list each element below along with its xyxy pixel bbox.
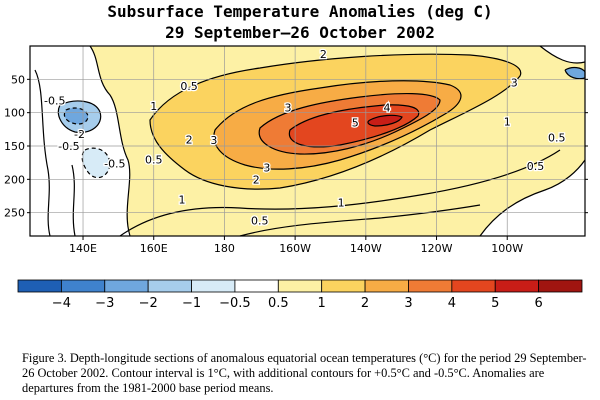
contour-line: [63, 107, 89, 125]
contour-line: [71, 164, 76, 237]
cold-region-mid: [82, 148, 110, 178]
anomaly-fill-layers: [30, 46, 585, 236]
contour-label: 0.5: [180, 80, 198, 93]
white-region-east-shallow: [540, 46, 585, 64]
contour-label: 2: [186, 133, 193, 146]
x-tick-label: 160W: [279, 242, 311, 255]
contour-labels: 230.5-0.5 1 3 45-2 2 3-0.510.50.5-0.5 320.51 10…: [43, 47, 567, 229]
y-tick-label: 50: [11, 73, 25, 86]
contour-line: [81, 147, 111, 179]
contour-line: [539, 45, 586, 64]
contour-label: 4: [384, 101, 391, 114]
colorbar-label: 5: [491, 296, 499, 311]
colorbar-label: −2: [139, 296, 158, 311]
contour-label: 0.5: [251, 215, 269, 228]
contour-label: -0.5: [58, 140, 79, 153]
x-tick-label: 120W: [421, 242, 453, 255]
y-tick-label: 100: [4, 107, 25, 120]
contour-label: 3: [263, 161, 270, 174]
anomaly-figure: Subsurface Temperature Anomalies (deg C)…: [4, 2, 588, 311]
white-region-east-deep: [480, 160, 585, 236]
colorbar-swatch: [321, 279, 366, 293]
colorbar-label: 6: [534, 296, 542, 311]
colorbar-swatch: [408, 279, 453, 293]
chart-subtitle: 29 September–26 October 2002: [165, 23, 435, 42]
plot-area: 230.5-0.5 1 3 45-2 2 3-0.510.50.5-0.5 320.51 10…: [29, 45, 586, 237]
x-tick-label: 160E: [140, 242, 168, 255]
y-axis: 50 100 150 200 250: [4, 73, 588, 220]
colorbar-swatch: [451, 279, 496, 293]
contour-label: -0.5: [44, 95, 65, 108]
x-tick-label: 140W: [350, 242, 382, 255]
colorbar-label: 3: [404, 296, 412, 311]
colorbar-swatch: [147, 279, 192, 293]
chart-title: Subsurface Temperature Anomalies (deg C): [107, 2, 492, 21]
colorbar-swatch: [17, 279, 62, 293]
contour-label: 1: [504, 115, 511, 128]
grid-lines: [30, 46, 585, 236]
colorbar-label: 2: [361, 296, 369, 311]
contour-label: 5: [352, 117, 359, 130]
contour-label: 0.5: [548, 131, 566, 144]
contour-label: 0.5: [527, 160, 545, 173]
contour-label: 2: [320, 48, 327, 61]
contour-line: [34, 69, 51, 237]
cold-region-core: [64, 108, 88, 124]
colorbar-swatch: [60, 279, 106, 293]
y-tick-label: 200: [4, 173, 25, 186]
colorbar-label: −3: [95, 296, 114, 311]
colorbar-swatch: [538, 279, 583, 293]
x-tick-label: 100W: [491, 242, 523, 255]
contour-line: [479, 159, 586, 237]
contour-line: [89, 45, 131, 237]
colorbar-swatch: [364, 279, 409, 293]
contour-label: 3: [511, 77, 518, 90]
contour-line: [258, 92, 441, 155]
contour-label: -0.5: [104, 157, 125, 170]
x-tick-label: 180: [214, 242, 235, 255]
contour-line: [367, 114, 403, 127]
white-region-west: [30, 46, 130, 236]
colorbar-swatch: [494, 279, 540, 293]
contour-label: 3: [285, 101, 292, 114]
y-tick-label: 250: [4, 207, 25, 220]
colorbar-swatch: [104, 279, 149, 293]
colorbar-label: 1: [318, 296, 326, 311]
contour-label: 2: [253, 173, 260, 186]
colorbar-swatch: [191, 279, 236, 293]
x-tick-label: 140E: [69, 242, 97, 255]
contour-line: [57, 100, 102, 134]
contour-label: -2: [74, 128, 85, 141]
colorbar-swatch: [277, 279, 323, 293]
x-axis: 140E 160E 180 160W 140W 120W 100W: [69, 236, 523, 255]
contour-label: 1: [338, 197, 345, 210]
colorbar-label: −1: [182, 296, 201, 311]
contour-line: [288, 104, 420, 148]
figure-caption: Figure 3. Depth-longitude sections of an…: [22, 351, 587, 395]
colorbar: −4 −3 −2 −1 −0.5 0.5 1 2 3 4 5 6: [17, 279, 583, 311]
contour-line: [239, 204, 481, 237]
contour-lines: [34, 45, 586, 237]
colorbar-label: 4: [448, 296, 456, 311]
contour-line: [119, 149, 561, 237]
contour-label: 1: [150, 100, 157, 113]
contour-label: 3: [210, 134, 217, 147]
plot-frame: [29, 45, 586, 237]
contour-label: 1: [179, 193, 186, 206]
contour-label: 0.5: [145, 153, 163, 166]
contour-line: [213, 80, 462, 170]
colorbar-label: 0.5: [268, 296, 289, 311]
colorbar-swatch: [234, 279, 279, 293]
colorbar-label: −4: [52, 296, 71, 311]
contour-line: [149, 53, 522, 190]
colorbar-label: −0.5: [219, 296, 251, 311]
y-tick-label: 150: [4, 140, 25, 153]
